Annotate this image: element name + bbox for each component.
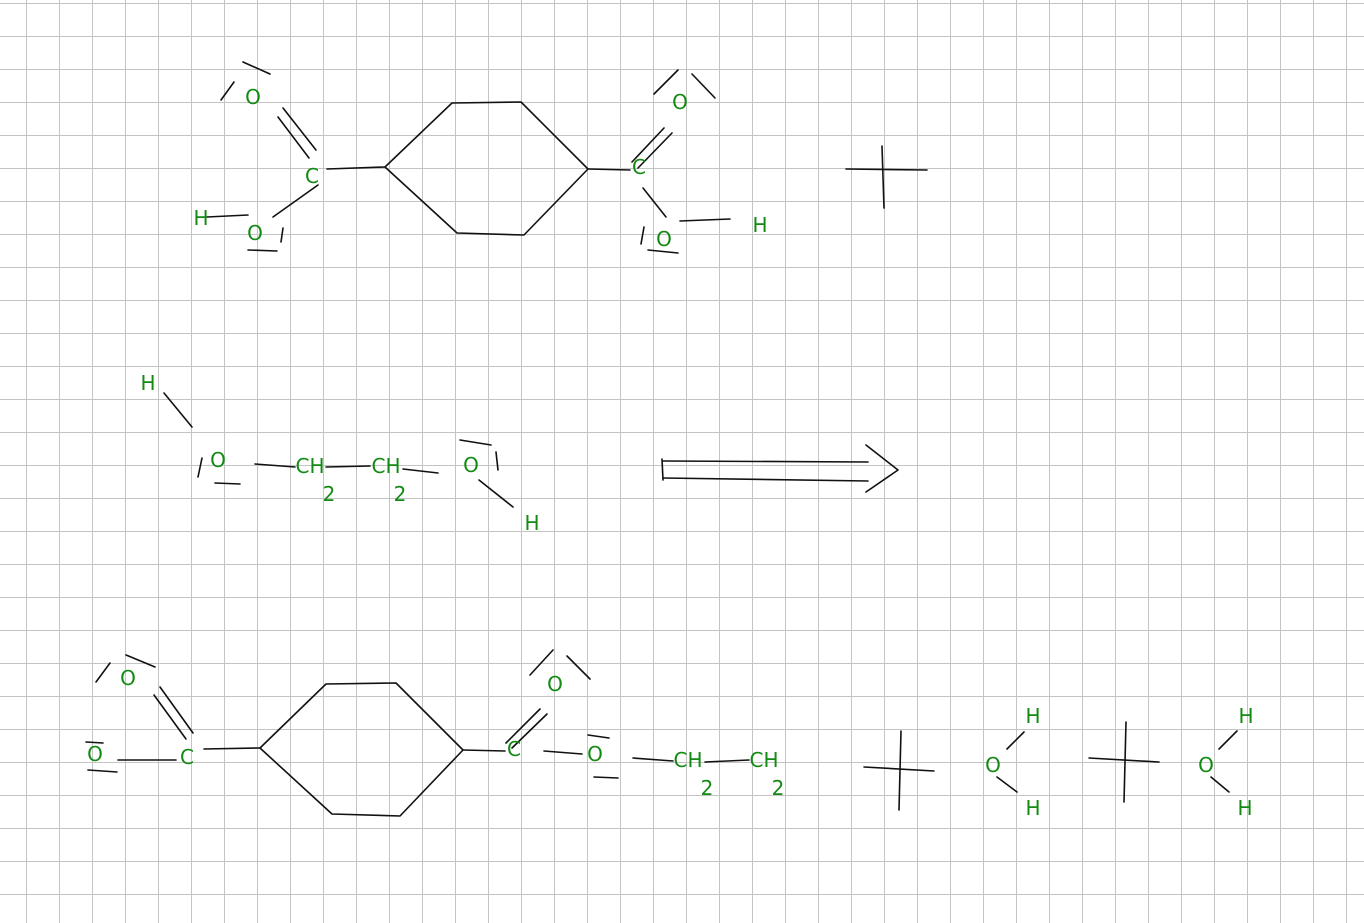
lone-pair-mark	[593, 776, 619, 779]
double-bond-c-o-b	[153, 694, 187, 740]
double-bond-c-o-a	[505, 708, 541, 744]
bond-o-h	[996, 776, 1018, 793]
subscript-2: 2	[772, 776, 785, 800]
double-bond-c-o-b	[511, 713, 548, 749]
double-bond-c-o-right-b	[637, 132, 673, 169]
atom-label-c: C	[305, 164, 319, 188]
atom-label-o: O	[1198, 753, 1214, 777]
atom-label-h: H	[193, 206, 208, 230]
atom-label-o: O	[985, 753, 1001, 777]
bond-carbon-ring	[203, 747, 261, 750]
lone-pair-mark	[647, 249, 679, 254]
bond-o-h-right	[679, 218, 731, 222]
plus-sign	[1088, 721, 1160, 803]
atom-label-o: O	[245, 85, 261, 109]
bond-ring-carbon-left	[326, 166, 386, 170]
atom-label-h: H	[1025, 704, 1040, 728]
diacid-molecule: O C O H O C O H	[193, 61, 768, 254]
double-bond-c-o-a	[159, 686, 194, 734]
atom-label-h: H	[140, 371, 155, 395]
lone-pair-mark	[85, 741, 104, 744]
bond-ch2-o	[402, 468, 439, 474]
atom-label-o: O	[587, 742, 603, 766]
atom-label-h: H	[752, 213, 767, 237]
atom-label-o: O	[87, 742, 103, 766]
lone-pair-mark	[214, 482, 241, 485]
atom-label-h: H	[524, 511, 539, 535]
lone-pair-mark	[220, 81, 235, 101]
atom-label-o: O	[120, 666, 136, 690]
atom-label-h: H	[1237, 796, 1252, 820]
lone-pair-mark	[280, 227, 284, 243]
lone-pair-mark	[87, 769, 118, 773]
lone-pair-mark	[587, 734, 610, 739]
atom-label-h: H	[1025, 796, 1040, 820]
lone-pair-mark	[566, 655, 591, 680]
bond-ch2-ch2	[704, 759, 750, 763]
cyclohexane-ring-bonds	[384, 101, 589, 236]
cyclohexane-ring-bonds	[259, 682, 464, 817]
reaction-arrow	[661, 444, 899, 493]
lone-pair-mark	[653, 69, 679, 95]
atom-label-ch: CH	[295, 454, 324, 478]
bond-o-h	[1006, 731, 1025, 750]
bond-o-ch2	[632, 757, 674, 762]
water-molecule: H O H	[1198, 704, 1253, 820]
atom-label-c: C	[180, 745, 194, 769]
lone-pair-mark	[640, 226, 645, 245]
atom-label-h: H	[1238, 704, 1253, 728]
lone-pair-mark	[495, 451, 499, 471]
atom-label-ch: CH	[371, 454, 400, 478]
bond-o-h	[1210, 776, 1230, 793]
atom-label-o: O	[463, 453, 479, 477]
lone-pair-mark	[197, 457, 203, 478]
atom-label-ch: CH	[749, 748, 778, 772]
lone-pair-mark	[247, 249, 278, 252]
subscript-2: 2	[701, 776, 714, 800]
bond-ring-carbon	[462, 749, 506, 752]
atom-label-o: O	[210, 448, 226, 472]
atom-label-ch: CH	[673, 748, 702, 772]
atom-label-o: O	[547, 672, 563, 696]
double-bond-c-o-right-a	[631, 127, 665, 163]
atom-label-o: O	[672, 90, 688, 114]
bond-ch2-ch2	[325, 465, 371, 468]
bond-o-ch2	[254, 463, 296, 468]
lone-pair-mark	[529, 649, 554, 676]
water-molecule: H O H	[985, 704, 1040, 820]
bond-o-h	[1218, 730, 1238, 750]
bond-c-oh-left	[272, 184, 319, 218]
atom-label-c: C	[632, 155, 646, 179]
lone-pair-mark	[125, 654, 156, 668]
double-bond-c-o-left-a	[282, 107, 317, 151]
bond-c-oh-right	[642, 187, 667, 218]
bond-ring-carbon-right	[587, 168, 631, 171]
plus-sign	[845, 145, 928, 209]
atom-label-o: O	[656, 227, 672, 251]
lone-pair-mark	[95, 662, 111, 683]
subscript-2: 2	[323, 482, 336, 506]
ethylene-glycol-molecule: H O CH 2 CH 2 O H	[140, 371, 539, 535]
atom-label-o: O	[247, 221, 263, 245]
bond-o-h	[478, 479, 514, 508]
subscript-2: 2	[394, 482, 407, 506]
lone-pair-mark	[242, 61, 271, 75]
plus-sign	[863, 730, 935, 811]
polyester-product-molecule: O O C O C O CH 2 CH 2	[85, 649, 785, 817]
atom-label-c: C	[507, 737, 521, 761]
bond-o-h-left	[206, 214, 249, 218]
bond-h-o	[163, 392, 193, 428]
lone-pair-mark	[459, 439, 492, 446]
double-bond-c-o-left-b	[277, 116, 310, 159]
bond-c-o-ester	[543, 750, 583, 755]
lone-pair-mark	[691, 73, 716, 99]
